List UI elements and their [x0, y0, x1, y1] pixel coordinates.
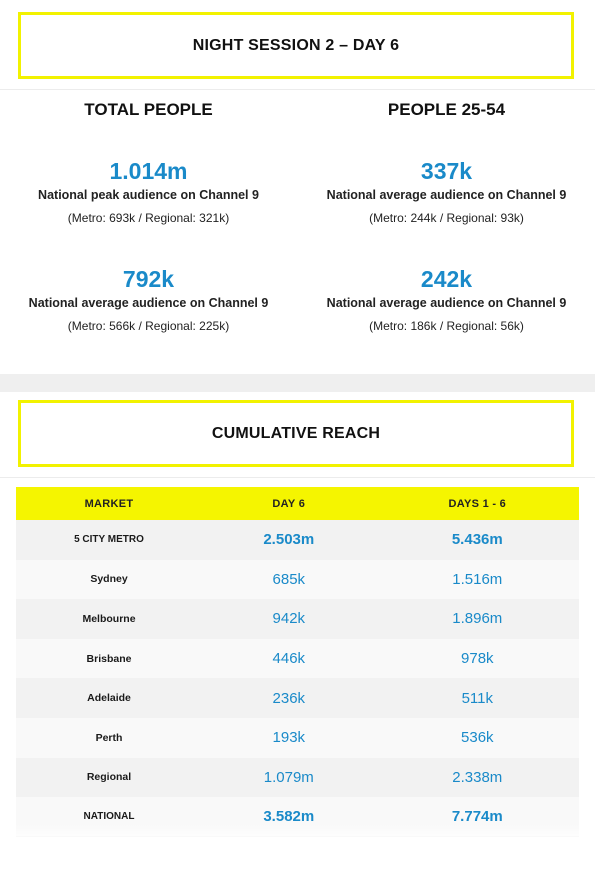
table-row: Brisbane 446k 978k — [16, 638, 579, 679]
market-cell: Sydney — [16, 559, 202, 600]
stat-description: National average audience on Channel 9 — [28, 296, 269, 310]
market-cell: Adelaide — [16, 678, 202, 718]
market-cell: Regional — [16, 757, 202, 798]
stat-value: 1.014m — [109, 158, 188, 184]
table-row: Regional 1.079m 2.338m — [16, 757, 579, 798]
market-cell: Melbourne — [16, 599, 202, 639]
day6-cell: 3.582m — [202, 797, 376, 837]
day6-cell: 685k — [202, 559, 376, 600]
table-row: Sydney 685k 1.516m — [16, 559, 579, 600]
people-25-54-title: PEOPLE 25-54 — [387, 100, 506, 119]
table-row: NATIONAL 3.582m 7.774m — [16, 797, 579, 837]
table-row: Melbourne 942k 1.896m — [16, 599, 579, 639]
days1-6-cell: 7.774m — [375, 797, 579, 837]
people-25-54-stat-1: 337k National average audience on Channe… — [298, 158, 595, 225]
table-row: Perth 193k 536k — [16, 717, 579, 758]
reach-header: CUMULATIVE REACH — [18, 400, 574, 467]
people-25-54-stat-2: 242k National average audience on Channe… — [298, 266, 595, 333]
stat-value: 337k — [420, 158, 473, 184]
day6-cell: 236k — [202, 678, 376, 718]
stat-breakdown: (Metro: 186k / Regional: 56k) — [369, 319, 524, 333]
stat-breakdown: (Metro: 244k / Regional: 93k) — [369, 211, 524, 225]
days1-6-cell: 2.338m — [375, 757, 579, 798]
days1-6-cell: 1.896m — [375, 599, 579, 639]
cumulative-reach-table: MARKET DAY 6 DAYS 1 - 6 5 CITY METRO 2.5… — [16, 487, 579, 837]
divider — [0, 477, 595, 478]
days1-6-cell: 536k — [375, 717, 579, 758]
days1-6-cell: 5.436m — [375, 520, 579, 560]
stat-breakdown: (Metro: 566k / Regional: 225k) — [67, 319, 230, 333]
stat-description: National average audience on Channel 9 — [326, 296, 567, 310]
days1-6-cell: 978k — [375, 638, 579, 679]
market-cell: Brisbane — [16, 638, 202, 679]
market-cell: 5 CITY METRO — [16, 520, 202, 560]
section-separator — [0, 374, 595, 392]
stat-description: National average audience on Channel 9 — [326, 188, 567, 202]
day6-cell: 942k — [202, 599, 376, 639]
column-header-market: MARKET — [16, 487, 202, 520]
market-cell: Perth — [16, 717, 202, 758]
total-people-average-stat: 792k National average audience on Channe… — [0, 266, 297, 333]
days1-6-cell: 1.516m — [375, 559, 579, 600]
stat-value: 242k — [420, 266, 473, 292]
stat-value: 792k — [122, 266, 175, 292]
total-people-peak-stat: 1.014m National peak audience on Channel… — [0, 158, 297, 225]
days1-6-cell: 511k — [375, 678, 579, 718]
total-people-title: TOTAL PEOPLE — [84, 100, 213, 119]
column-header-day6: DAY 6 — [202, 487, 376, 520]
stat-breakdown: (Metro: 693k / Regional: 321k) — [67, 211, 230, 225]
market-cell: NATIONAL — [16, 797, 202, 837]
column-header-days1-6: DAYS 1 - 6 — [375, 487, 579, 520]
session-header: NIGHT SESSION 2 – DAY 6 — [18, 12, 574, 79]
stat-description: National peak audience on Channel 9 — [38, 188, 259, 202]
day6-cell: 193k — [202, 717, 376, 758]
day6-cell: 2.503m — [202, 520, 376, 560]
day6-cell: 1.079m — [202, 757, 376, 798]
table-row: 5 CITY METRO 2.503m 5.436m — [16, 520, 579, 560]
table-row: Adelaide 236k 511k — [16, 678, 579, 718]
table-header-row: MARKET DAY 6 DAYS 1 - 6 — [16, 487, 579, 520]
day6-cell: 446k — [202, 638, 376, 679]
divider — [0, 89, 595, 90]
